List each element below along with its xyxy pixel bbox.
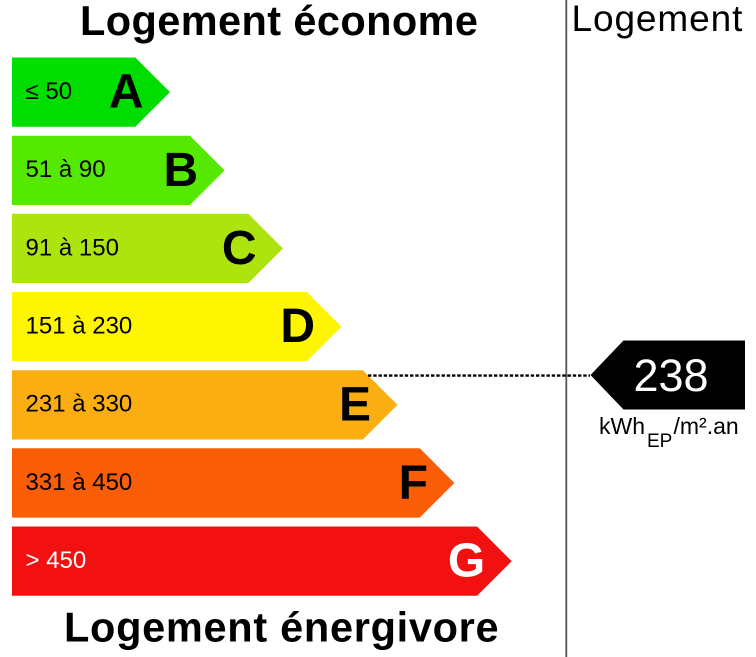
svg-text:> 450: > 450 [26, 547, 87, 574]
svg-text:91 à 150: 91 à 150 [26, 234, 119, 261]
svg-text:C: C [222, 222, 257, 275]
svg-text:E: E [339, 378, 371, 431]
svg-text:231 à 330: 231 à 330 [26, 391, 133, 418]
svg-text:EP: EP [647, 431, 672, 452]
svg-text:≤ 50: ≤ 50 [26, 78, 73, 105]
svg-text:Logement économe: Logement économe [80, 0, 478, 44]
svg-text:F: F [399, 457, 428, 510]
svg-text:/m².an: /m².an [674, 413, 739, 439]
svg-text:238: 238 [633, 350, 708, 401]
svg-text:kWh: kWh [599, 413, 645, 439]
svg-text:331 à 450: 331 à 450 [26, 469, 133, 496]
svg-text:A: A [109, 66, 144, 119]
svg-text:Logement: Logement [572, 0, 744, 39]
svg-text:B: B [163, 144, 198, 197]
svg-text:51 à 90: 51 à 90 [26, 156, 106, 183]
svg-text:G: G [448, 535, 485, 588]
svg-text:D: D [280, 300, 315, 353]
svg-text:151 à 230: 151 à 230 [26, 313, 133, 340]
svg-text:Logement énergivore: Logement énergivore [64, 604, 499, 651]
